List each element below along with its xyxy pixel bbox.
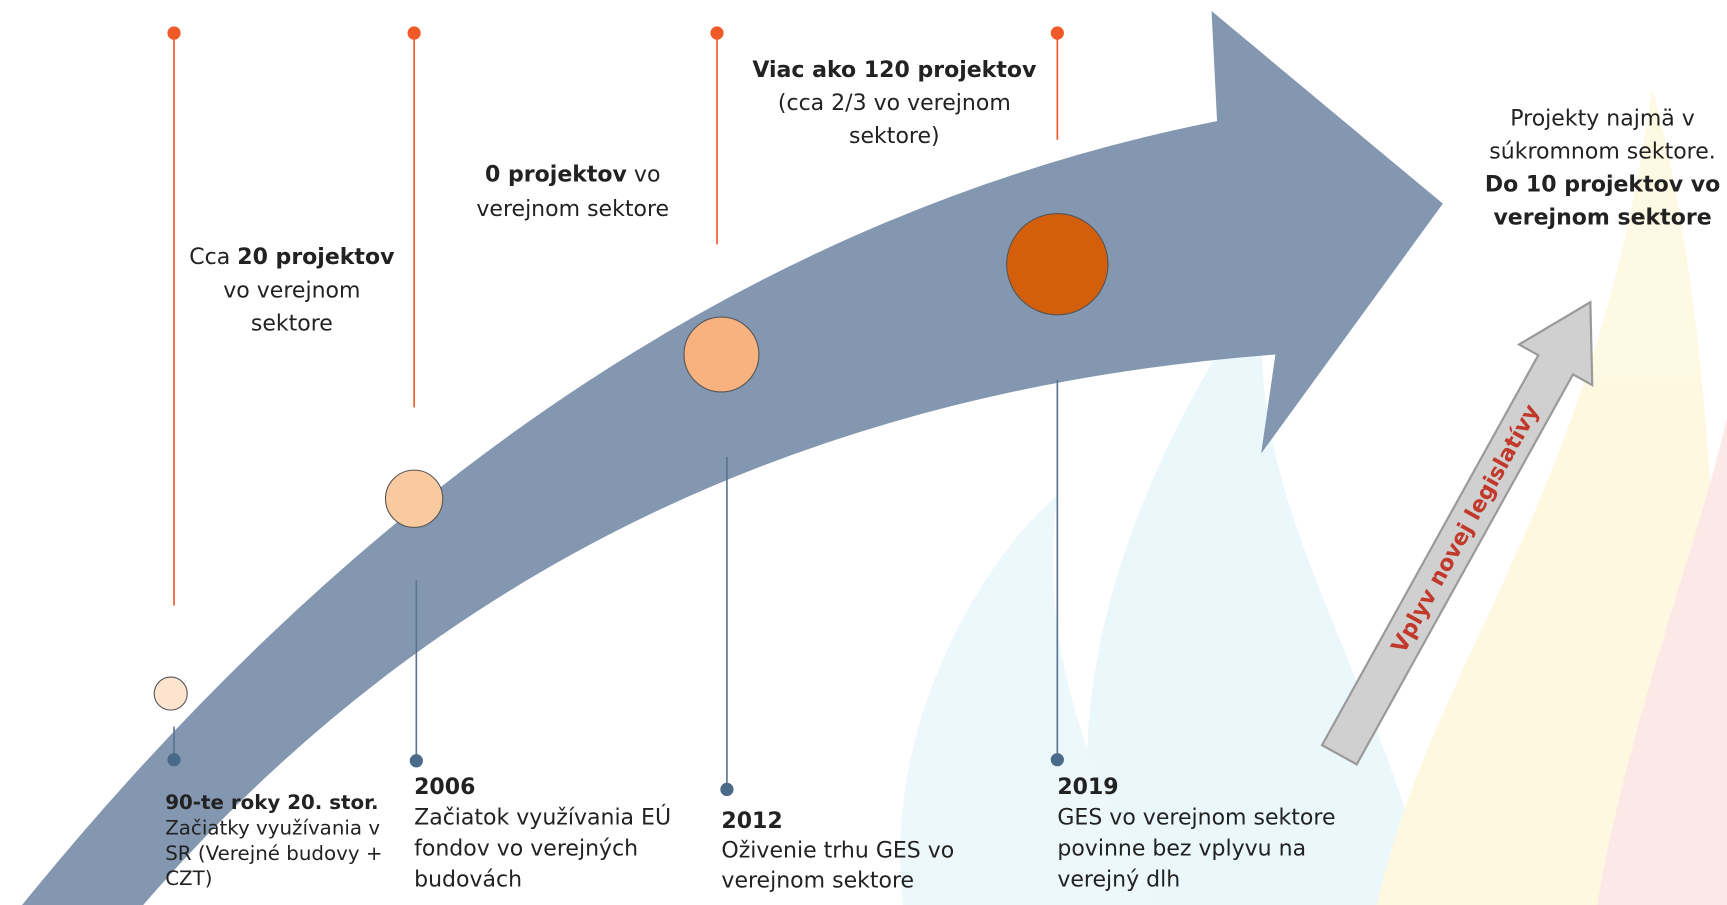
note-line: súkromnom sektore. (1489, 140, 1716, 165)
note-text: (cca 2/3 vo verejnom (778, 91, 1011, 116)
milestone-description: Začiatok využívania EÚ (414, 805, 671, 831)
milestone-description: GES vo verejnom sektore (1057, 806, 1335, 831)
milestone-description: Oživenie trhu GES vo (721, 839, 954, 864)
note-line: Viac ako 120 projektov (752, 58, 1037, 83)
note-text: Cca (189, 245, 237, 270)
milestone-date: 90-te roky 20. stor. (165, 791, 378, 814)
connector-dot (408, 26, 421, 39)
milestone-date: 2019 (1057, 775, 1118, 800)
note-text: sektore (251, 311, 333, 336)
connector-dot (1051, 753, 1064, 766)
note-text: Viac ako 120 projektov (752, 58, 1037, 83)
note-text: verejnom sektore (476, 197, 669, 222)
note-text: 20 projektov (237, 245, 395, 270)
note-line: 0 projektov vo (485, 163, 660, 188)
milestone-description: Začiatky využívania v (165, 817, 380, 840)
milestone-date: 2012 (721, 809, 782, 834)
milestone-description: povinne bez vplyvu na (1057, 836, 1306, 861)
note-text: verejnom sektore (1493, 206, 1711, 231)
note-text: Projekty najmä v (1510, 107, 1695, 132)
note-line: Do 10 projektov vo (1485, 173, 1720, 198)
note-line: sektore (251, 311, 333, 336)
note-line: vo verejnom (223, 278, 360, 303)
milestone-circle (385, 470, 442, 527)
milestone-description: verejný dlh (1057, 867, 1180, 892)
note-line: verejnom sektore (476, 197, 669, 222)
milestone-description: verejnom sektore (721, 868, 914, 893)
note-text: vo (627, 163, 661, 188)
milestone-date: 2006 (414, 775, 475, 800)
milestone-description: CZT) (165, 867, 212, 890)
connector-dot (410, 754, 423, 767)
note-line: Projekty najmä v (1510, 107, 1695, 132)
connector-dot (167, 26, 180, 39)
milestone-circle (154, 677, 187, 710)
note-line: Cca 20 projektov (189, 245, 395, 270)
milestone-description: SR (Verejné budovy + (165, 842, 382, 865)
milestone-description: budovách (414, 867, 522, 892)
note-text: sektore) (849, 124, 940, 149)
connector-dot (710, 26, 723, 39)
note-text: vo verejnom (223, 278, 360, 303)
connector-dot (1051, 26, 1064, 39)
timeline-slide: Vplyv novej legislatívy 90-te roky 20. s… (0, 0, 1727, 905)
connector-dot (720, 783, 733, 796)
note-line: (cca 2/3 vo verejnom (778, 91, 1011, 116)
milestone-circle (1007, 214, 1108, 315)
note-line: verejnom sektore (1493, 206, 1711, 231)
note-text: 0 projektov (485, 163, 628, 188)
note-line: sektore) (849, 124, 940, 149)
milestone-description: fondov vo verejných (414, 836, 638, 861)
milestone-circle (684, 317, 759, 392)
connector-dot (167, 753, 180, 766)
note-text: súkromnom sektore. (1489, 140, 1716, 165)
note-text: Do 10 projektov vo (1485, 173, 1720, 198)
